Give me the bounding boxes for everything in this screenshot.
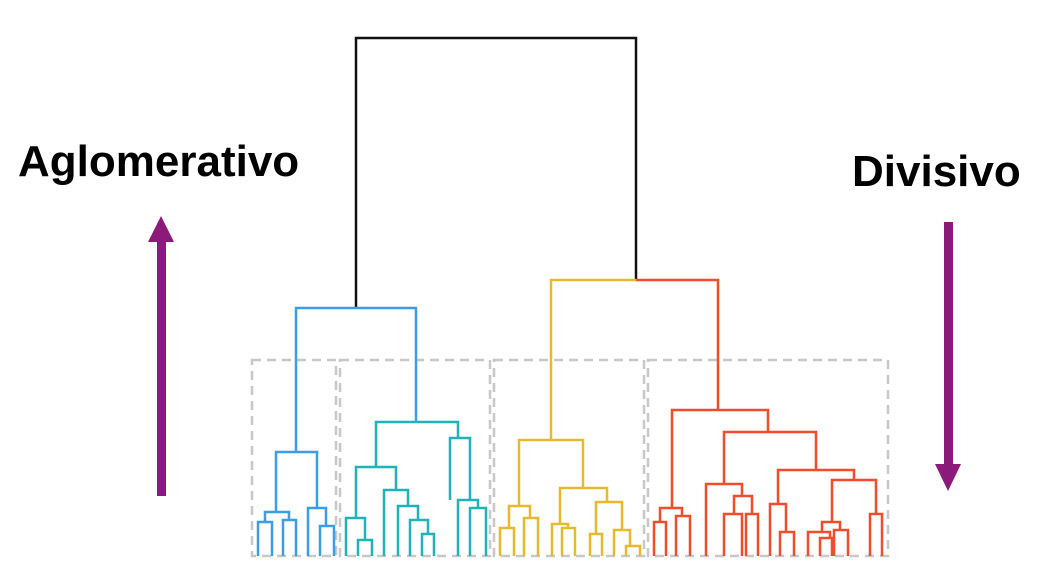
cluster-box-4 xyxy=(646,358,890,558)
dendrogram-branch-teal xyxy=(344,420,488,556)
agglomerative-arrow-icon xyxy=(148,216,174,496)
dendrogram-branch-red xyxy=(636,278,884,556)
cluster-box-3 xyxy=(492,358,646,558)
dendrogram-branch-yellow xyxy=(498,278,642,556)
cluster-box-1 xyxy=(250,358,338,558)
divisive-label: Divisivo xyxy=(852,147,1021,196)
cluster-boxes xyxy=(250,358,890,558)
agglomerative-label: Aglomerativo xyxy=(18,137,300,186)
dendrogram-branch-blue xyxy=(256,306,418,556)
dendrogram-root xyxy=(354,36,638,307)
divisive-arrow-icon xyxy=(935,222,961,491)
